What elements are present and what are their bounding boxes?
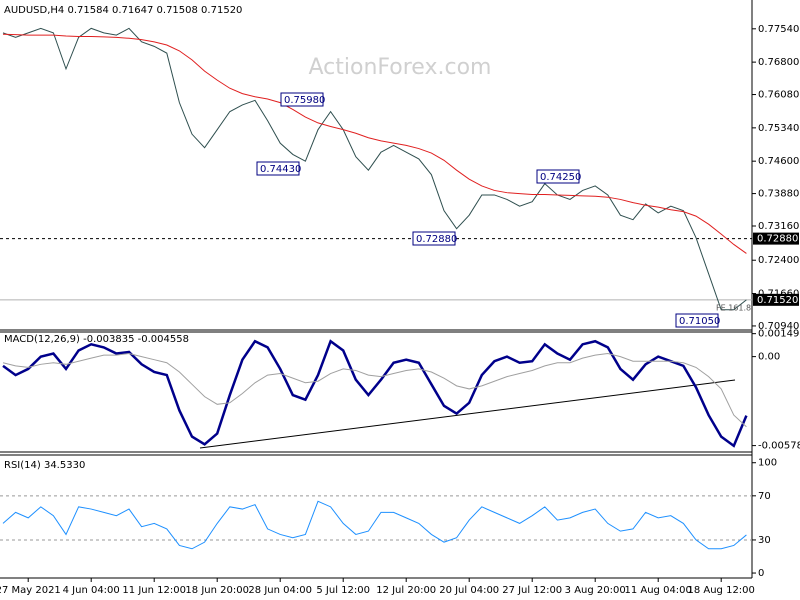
- x-tick-label: 12 Jul 20:00: [376, 585, 436, 596]
- annotation-label: 0.72880: [416, 234, 457, 245]
- price-tag-label: 0.71520: [757, 295, 798, 306]
- y-tick-label: 100: [758, 458, 777, 469]
- y-tick-label: 0.72400: [758, 255, 799, 266]
- x-tick-label: 5 Jul 12:00: [316, 585, 370, 596]
- y-tick-label: 0.74600: [758, 156, 799, 167]
- annotation-box: [675, 313, 719, 328]
- annotation-label: 0.74250: [540, 172, 581, 183]
- rsi-title: RSI(14) 34.5330: [4, 460, 85, 471]
- fib-label: FE 161.8: [716, 304, 751, 313]
- price-tag-label: 0.72880: [757, 234, 798, 245]
- y-tick-label: 0.76080: [758, 90, 799, 101]
- series-line: [2, 27, 747, 311]
- y-tick-label: 0: [758, 568, 764, 579]
- y-tick-label: 0.73880: [758, 189, 799, 200]
- y-tick-label: 0.001492: [758, 329, 800, 340]
- price-tag: [753, 293, 799, 306]
- series-line: [2, 33, 747, 254]
- trend-line: [199, 379, 736, 449]
- x-tick-label: 18 Jun 20:00: [185, 585, 249, 596]
- annotation-box: [412, 231, 456, 246]
- annotation-box: [256, 161, 300, 176]
- price-tag: [753, 232, 799, 245]
- y-tick-label: 0.75340: [758, 123, 799, 134]
- annotation-label: 0.75980: [284, 95, 325, 106]
- annotation-label: 0.74430: [260, 164, 301, 175]
- series-line: [2, 339, 748, 448]
- annotation-box: [536, 169, 580, 184]
- y-tick-label: 70: [758, 491, 771, 502]
- y-tick-label: 30: [758, 535, 771, 546]
- y-tick-label: 0.76800: [758, 57, 799, 68]
- annotation-label: 0.71050: [679, 316, 720, 327]
- x-tick-label: 11 Jun 12:00: [122, 585, 186, 596]
- x-tick-label: 3 Aug 20:00: [565, 585, 626, 596]
- x-tick-label: 27 Jul 12:00: [502, 585, 562, 596]
- x-tick-label: 4 Jun 04:00: [63, 585, 120, 596]
- x-tick-label: 18 Aug 12:00: [687, 585, 754, 596]
- watermark: ActionForex.com: [309, 55, 492, 80]
- x-tick-label: 20 Jul 04:00: [439, 585, 499, 596]
- y-tick-label: -0.005784: [758, 441, 800, 452]
- y-tick-label: 0.70940: [758, 321, 799, 332]
- series-line: [2, 353, 747, 428]
- annotation-box: [280, 92, 324, 107]
- x-tick-label: 27 May 2021: [0, 585, 61, 596]
- chart-title: AUDUSD,H4 0.71584 0.71647 0.71508 0.7152…: [4, 5, 242, 16]
- x-tick-label: 28 Jun 04:00: [248, 585, 312, 596]
- y-tick-label: 0.00: [758, 352, 780, 363]
- y-tick-label: 0.77540: [758, 24, 799, 35]
- series-line: [2, 500, 747, 550]
- x-tick-label: 11 Aug 04:00: [624, 585, 691, 596]
- y-tick-label: 0.73160: [758, 221, 799, 232]
- macd-title: MACD(12,26,9) -0.003835 -0.004558: [4, 334, 189, 345]
